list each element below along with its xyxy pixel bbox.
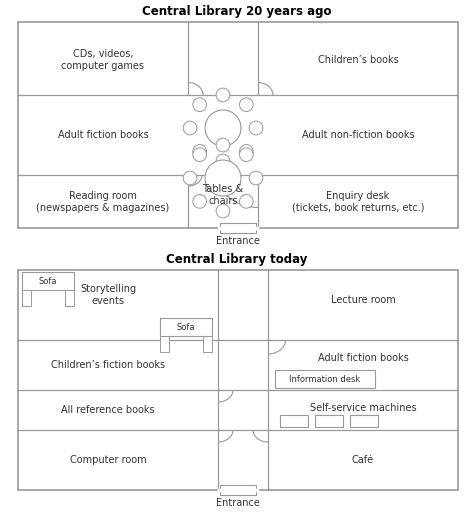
Text: Sofa: Sofa [177,323,195,331]
Text: Adult non-fiction books: Adult non-fiction books [301,130,414,140]
Polygon shape [160,336,169,352]
Polygon shape [18,270,458,490]
Circle shape [239,148,253,161]
Text: All reference books: All reference books [61,405,155,415]
Polygon shape [64,290,74,306]
Circle shape [216,154,230,168]
Polygon shape [203,336,212,352]
Text: Lecture room: Lecture room [331,295,395,305]
Polygon shape [160,318,212,336]
Circle shape [216,88,230,102]
Text: Adult fiction books: Adult fiction books [318,353,409,363]
Circle shape [193,195,207,208]
Text: Children’s fiction books: Children’s fiction books [51,360,165,370]
Text: Reading room
(newspapers & magazines): Reading room (newspapers & magazines) [36,191,170,213]
Circle shape [216,204,230,218]
Circle shape [239,144,253,158]
Circle shape [183,171,197,185]
Circle shape [205,110,241,146]
Text: Self-service machines: Self-service machines [310,403,416,413]
Text: CDs, videos,
computer games: CDs, videos, computer games [62,49,145,71]
Polygon shape [280,415,308,427]
Circle shape [249,171,263,185]
Text: Entrance: Entrance [216,236,260,246]
Circle shape [249,121,263,135]
Circle shape [193,98,207,112]
Polygon shape [22,272,74,290]
Polygon shape [315,415,343,427]
Text: Entrance: Entrance [216,498,260,508]
Circle shape [239,195,253,208]
Text: Central Library 20 years ago: Central Library 20 years ago [142,6,332,18]
Polygon shape [18,22,458,228]
Circle shape [193,148,207,161]
Circle shape [183,121,197,135]
Polygon shape [22,290,31,306]
Text: Children’s books: Children’s books [318,55,398,65]
Text: Enquiry desk
(tickets, book returns, etc.): Enquiry desk (tickets, book returns, etc… [292,191,424,213]
Text: Information desk: Information desk [289,374,361,383]
Circle shape [193,144,207,158]
Polygon shape [220,485,256,495]
Polygon shape [275,370,375,388]
Circle shape [216,138,230,152]
Text: Central Library today: Central Library today [166,253,308,267]
Text: Tables &
chairs: Tables & chairs [202,184,244,206]
Text: Café: Café [352,455,374,465]
Text: Computer room: Computer room [70,455,146,465]
Text: Adult fiction books: Adult fiction books [58,130,148,140]
Text: Storytelling
events: Storytelling events [80,284,136,306]
Circle shape [205,160,241,196]
Polygon shape [220,223,256,233]
Circle shape [239,98,253,112]
Text: Sofa: Sofa [39,276,57,286]
Polygon shape [350,415,378,427]
